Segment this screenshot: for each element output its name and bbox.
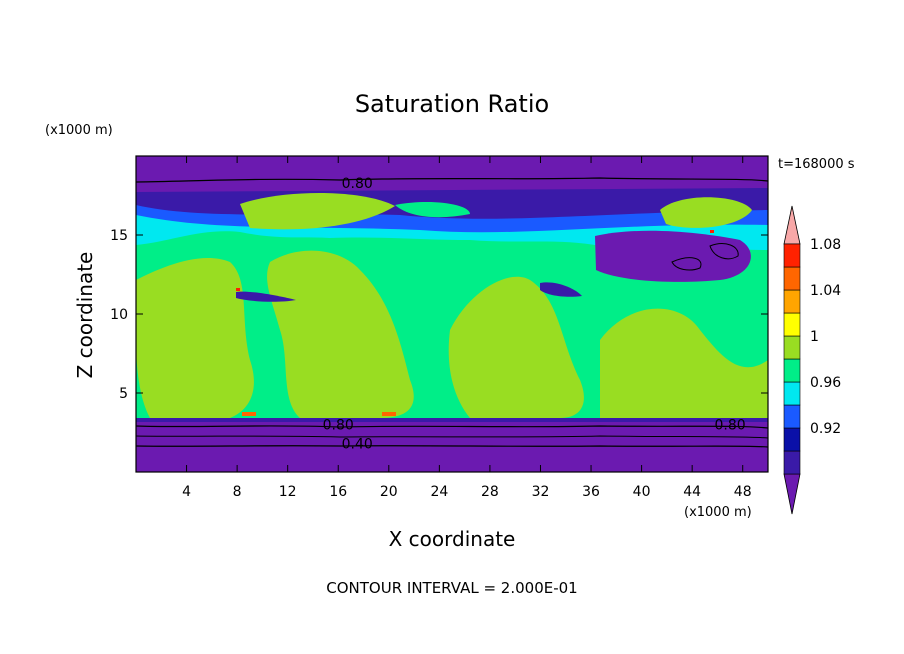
colorbar-segment [783, 243, 801, 268]
x-tick-label: 44 [683, 484, 701, 500]
colorbar-segment [783, 335, 801, 360]
x-tick-label: 24 [430, 484, 448, 500]
x-tick-label: 28 [481, 484, 499, 500]
contour-interval-label: CONTOUR INTERVAL = 2.000E-01 [326, 579, 577, 597]
x-tick-label: 16 [329, 484, 347, 500]
colorbar-segment [783, 404, 801, 429]
y-tick-label: 10 [110, 307, 128, 323]
colorbar-high-arrow [783, 205, 801, 245]
contour-label: 0.80 [342, 176, 373, 192]
x-tick-label: 8 [233, 484, 242, 500]
colorbar-label: 1.04 [810, 283, 841, 299]
colorbar-segment [783, 381, 801, 406]
contour-label: 0.80 [714, 418, 745, 434]
colorbar-segment [783, 312, 801, 337]
x-tick-label: 48 [734, 484, 752, 500]
y-tick-label: 15 [110, 228, 128, 244]
x-axis-ticks: 4 8 12 16 20 24 28 32 36 40 44 48 [182, 156, 752, 500]
colorbar-segment [783, 358, 801, 383]
colorbar: 0.92 0.96 1 1.04 1.08 [783, 205, 841, 515]
time-label: t=168000 s [778, 157, 855, 172]
y-axis-label: Z coordinate [73, 252, 97, 379]
y-axis-ticks: 5 10 15 [110, 228, 768, 402]
saturation-field [136, 156, 768, 472]
chart-title: Saturation Ratio [355, 90, 549, 118]
contour-label: 0.80 [323, 418, 354, 434]
x-tick-label: 36 [582, 484, 600, 500]
x-units-label: (x1000 m) [684, 505, 752, 520]
colorbar-segment [783, 289, 801, 314]
x-axis-label: X coordinate [389, 527, 516, 551]
x-tick-label: 20 [380, 484, 398, 500]
y-tick-label: 5 [119, 386, 128, 402]
colorbar-segment [783, 427, 801, 452]
x-tick-label: 32 [532, 484, 550, 500]
contour-label: 0.40 [342, 437, 373, 453]
x-tick-label: 12 [279, 484, 297, 500]
colorbar-segment [783, 266, 801, 291]
contour-labels: 0.80 0.80 0.40 0.80 [323, 176, 746, 453]
colorbar-low-arrow [783, 473, 801, 515]
x-tick-label: 40 [633, 484, 651, 500]
colorbar-label: 1 [810, 329, 819, 345]
colorbar-label: 0.96 [810, 375, 841, 391]
colorbar-segment [783, 450, 801, 475]
x-tick-label: 4 [182, 484, 191, 500]
colorbar-label: 0.92 [810, 421, 841, 437]
z-units-label: (x1000 m) [45, 123, 113, 138]
colorbar-label: 1.08 [810, 237, 841, 253]
